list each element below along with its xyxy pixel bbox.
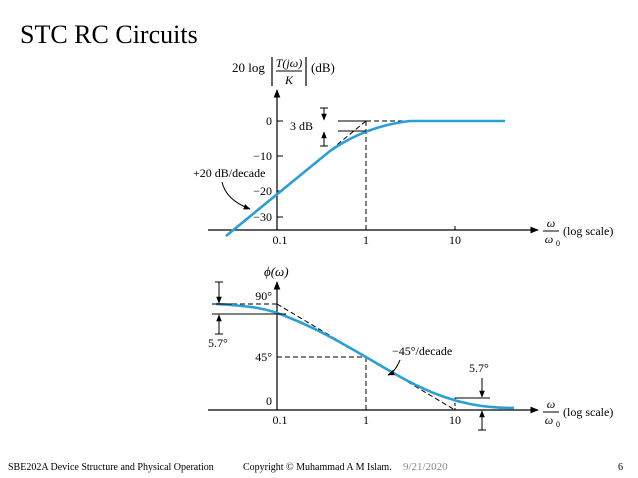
phase-left-annotation: 5.7° bbox=[208, 336, 228, 350]
slide-title: STC RC Circuits bbox=[20, 20, 198, 49]
footer-date: 9/21/2020 bbox=[403, 461, 448, 473]
phase-plot: ϕ(ω) 90° 45° 0 0.1 1 10 ω ω 0 (log scale… bbox=[208, 264, 613, 431]
phase-xlabel-den: ω bbox=[545, 413, 553, 427]
phase-xtick-label-1: 1 bbox=[363, 413, 369, 427]
phase-ytick-label-2: 0 bbox=[266, 394, 272, 408]
mag-slope-arrow bbox=[221, 181, 251, 210]
phase-ylabel: ϕ(ω) bbox=[264, 264, 289, 279]
footer-course: SBE202A Device Structure and Physical Op… bbox=[8, 462, 214, 473]
footer-copyright: Copyright © Muhammad A M Islam. bbox=[243, 462, 392, 473]
phase-xlabel-den-sub: 0 bbox=[556, 420, 560, 429]
mag-ytick-label-1: −10 bbox=[253, 149, 272, 163]
mag-xlabel-den: ω bbox=[545, 232, 553, 246]
mag-ytick-label-2: −20 bbox=[253, 184, 272, 198]
phase-slope-arrow bbox=[387, 359, 401, 376]
mag-response-curve bbox=[225, 119, 505, 238]
mag-slope-label: +20 dB/decade bbox=[193, 166, 265, 180]
mag-xlabel-den-sub: 0 bbox=[556, 239, 560, 248]
footer-page-number: 6 bbox=[618, 462, 623, 473]
phase-response-curve bbox=[215, 302, 515, 410]
phase-ytick-label-1: 45° bbox=[255, 350, 272, 364]
mag-xlabel-scale: (log scale) bbox=[563, 224, 613, 238]
3db-label: 3 dB bbox=[290, 119, 313, 133]
mag-ytick-label-3: −30 bbox=[253, 210, 272, 224]
mag-ylabel-den: K bbox=[284, 73, 294, 87]
mag-ylabel-prefix: 20 log bbox=[232, 60, 265, 75]
phase-right-annotation: 5.7° bbox=[469, 361, 489, 375]
mag-ylabel-unit: (dB) bbox=[311, 60, 335, 75]
phase-ytick-label-0: 90° bbox=[255, 289, 272, 303]
phase-slope-label: −45°/decade bbox=[392, 344, 452, 358]
phase-asymptote-slope bbox=[276, 303, 456, 411]
phase-xlabel-num: ω bbox=[547, 397, 555, 411]
mag-xlabel-num: ω bbox=[547, 216, 555, 230]
mag-xtick-label-1: 1 bbox=[363, 233, 369, 247]
phase-xtick-label-2: 10 bbox=[449, 413, 461, 427]
phase-xlabel-scale: (log scale) bbox=[563, 405, 613, 419]
mag-xtick-label-2: 10 bbox=[449, 233, 461, 247]
magnitude-plot: 20 log T(jω) K (dB) 0 −10 −20 −30 0.1 1 … bbox=[193, 56, 613, 248]
mag-ytick-label-0: 0 bbox=[266, 114, 272, 128]
mag-ylabel-num: T(jω) bbox=[276, 56, 302, 70]
phase-xtick-label-0: 0.1 bbox=[273, 413, 288, 427]
mag-xtick-label-0: 0.1 bbox=[273, 233, 288, 247]
